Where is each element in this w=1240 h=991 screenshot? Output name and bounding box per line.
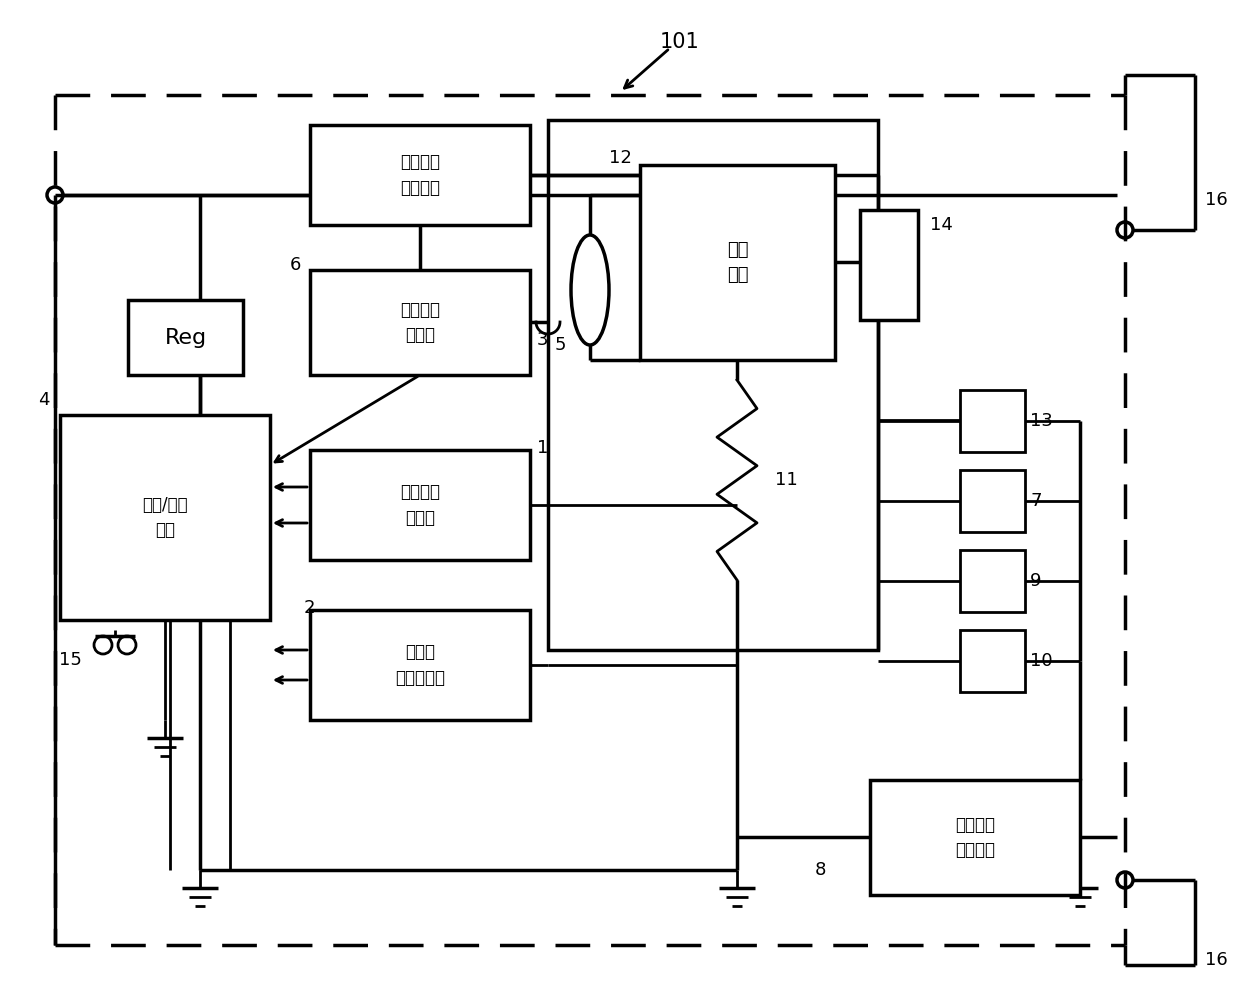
Text: 充电截止
控制部: 充电截止 控制部 <box>401 301 440 344</box>
Bar <box>960 470 1025 532</box>
Bar <box>310 270 529 375</box>
Text: 3: 3 <box>537 331 548 349</box>
Text: 14: 14 <box>930 216 952 234</box>
Text: 充放电
电流检测部: 充放电 电流检测部 <box>396 643 445 687</box>
Text: 1: 1 <box>537 439 548 457</box>
Bar <box>548 120 878 650</box>
Text: 12: 12 <box>609 149 631 167</box>
Bar <box>310 610 529 720</box>
Text: 10: 10 <box>1030 652 1053 670</box>
Text: 2: 2 <box>304 599 315 617</box>
Text: 电池电压
检测部: 电池电压 检测部 <box>401 484 440 526</box>
Bar <box>310 125 529 225</box>
Text: 5: 5 <box>556 336 567 354</box>
Text: 16: 16 <box>1205 191 1228 209</box>
Text: 放电电路
截止部件: 放电电路 截止部件 <box>955 816 994 859</box>
Text: 运算/控制
电路: 运算/控制 电路 <box>143 496 187 539</box>
Bar <box>640 165 835 360</box>
Text: 15: 15 <box>58 651 82 669</box>
Bar <box>60 415 270 620</box>
Bar <box>870 780 1080 895</box>
Text: 13: 13 <box>1030 412 1053 430</box>
Bar <box>960 630 1025 692</box>
Text: 6: 6 <box>289 256 300 274</box>
Text: 9: 9 <box>1030 572 1042 590</box>
Ellipse shape <box>570 235 609 345</box>
Bar <box>960 390 1025 452</box>
Text: 11: 11 <box>775 471 797 489</box>
Text: 16: 16 <box>1205 951 1228 969</box>
Text: 8: 8 <box>815 861 826 879</box>
Text: 101: 101 <box>660 32 699 52</box>
Bar <box>960 550 1025 612</box>
Text: 7: 7 <box>1030 492 1042 510</box>
Text: 4: 4 <box>38 391 50 409</box>
Bar <box>861 210 918 320</box>
Bar <box>310 450 529 560</box>
Text: 充电电流
截止部件: 充电电流 截止部件 <box>401 154 440 196</box>
Bar <box>128 300 243 375</box>
Text: Reg: Reg <box>165 327 207 348</box>
Text: 二次
电池: 二次 电池 <box>727 241 748 284</box>
